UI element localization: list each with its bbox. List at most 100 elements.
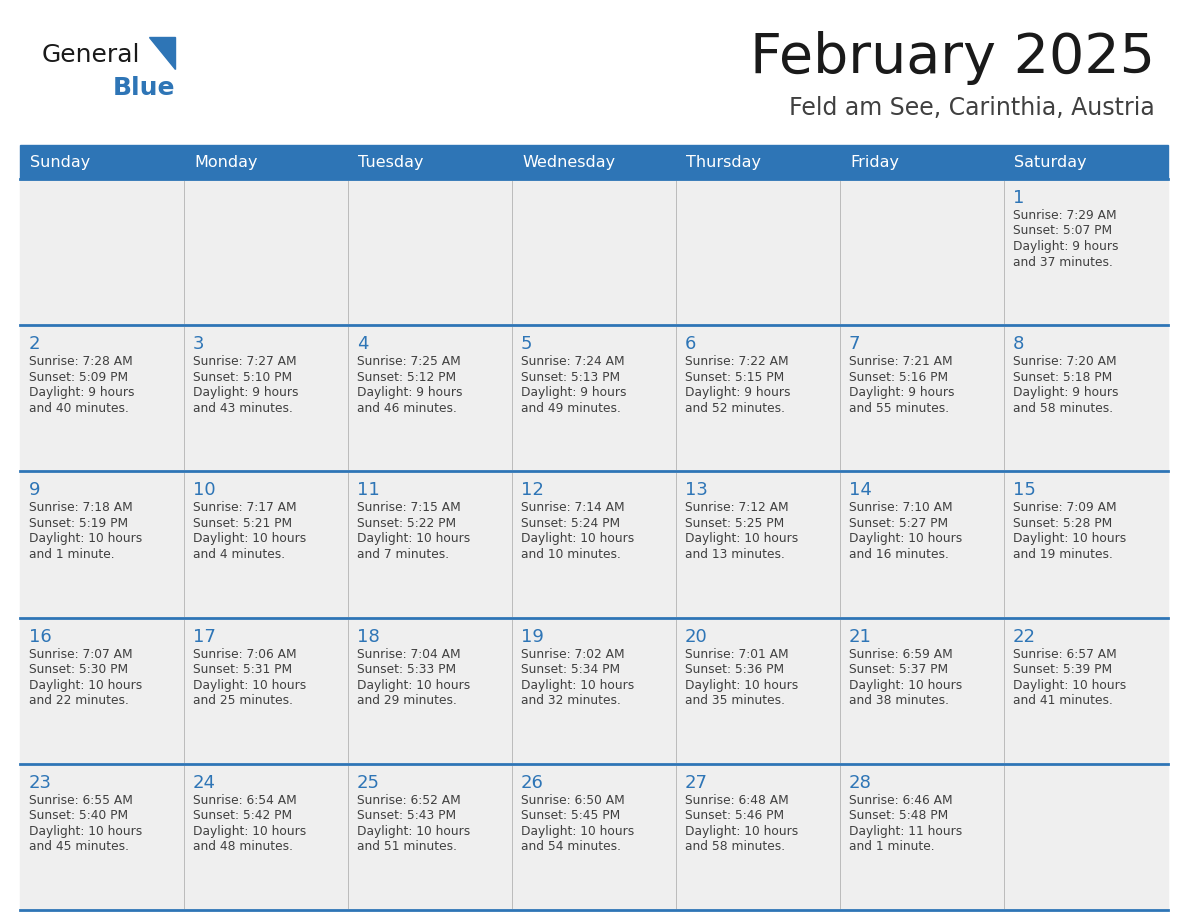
- Text: Daylight: 9 hours: Daylight: 9 hours: [192, 386, 298, 399]
- Text: 27: 27: [685, 774, 708, 792]
- Text: 10: 10: [192, 481, 216, 499]
- Text: Sunrise: 7:24 AM: Sunrise: 7:24 AM: [522, 355, 625, 368]
- Text: Sunrise: 7:18 AM: Sunrise: 7:18 AM: [29, 501, 133, 514]
- Text: Daylight: 10 hours: Daylight: 10 hours: [522, 532, 634, 545]
- Text: Daylight: 10 hours: Daylight: 10 hours: [358, 678, 470, 691]
- Text: and 32 minutes.: and 32 minutes.: [522, 694, 621, 707]
- Bar: [20, 764, 1168, 910]
- Text: Sunset: 5:18 PM: Sunset: 5:18 PM: [1013, 371, 1112, 384]
- Text: Sunset: 5:27 PM: Sunset: 5:27 PM: [849, 517, 948, 530]
- Text: Daylight: 9 hours: Daylight: 9 hours: [849, 386, 954, 399]
- Bar: [20, 179, 1168, 325]
- Text: and 4 minutes.: and 4 minutes.: [192, 548, 285, 561]
- Text: General: General: [42, 43, 140, 67]
- Text: Sunrise: 6:46 AM: Sunrise: 6:46 AM: [849, 794, 953, 807]
- Text: Sunset: 5:13 PM: Sunset: 5:13 PM: [522, 371, 620, 384]
- Text: Sunrise: 7:17 AM: Sunrise: 7:17 AM: [192, 501, 297, 514]
- Text: Sunrise: 7:15 AM: Sunrise: 7:15 AM: [358, 501, 461, 514]
- Text: Sunrise: 7:14 AM: Sunrise: 7:14 AM: [522, 501, 625, 514]
- Text: 22: 22: [1013, 628, 1036, 645]
- Text: 9: 9: [29, 481, 40, 499]
- Text: Tuesday: Tuesday: [358, 154, 423, 170]
- Text: Daylight: 10 hours: Daylight: 10 hours: [358, 824, 470, 838]
- Text: Daylight: 10 hours: Daylight: 10 hours: [522, 678, 634, 691]
- Text: and 13 minutes.: and 13 minutes.: [685, 548, 785, 561]
- Text: 28: 28: [849, 774, 872, 792]
- Text: and 29 minutes.: and 29 minutes.: [358, 694, 457, 707]
- Text: Sunrise: 7:02 AM: Sunrise: 7:02 AM: [522, 647, 625, 661]
- Text: Sunset: 5:34 PM: Sunset: 5:34 PM: [522, 663, 620, 676]
- Text: Daylight: 10 hours: Daylight: 10 hours: [849, 678, 962, 691]
- Text: Sunset: 5:19 PM: Sunset: 5:19 PM: [29, 517, 128, 530]
- Text: and 35 minutes.: and 35 minutes.: [685, 694, 785, 707]
- Text: Sunset: 5:43 PM: Sunset: 5:43 PM: [358, 810, 456, 823]
- Text: Sunset: 5:10 PM: Sunset: 5:10 PM: [192, 371, 292, 384]
- Text: Daylight: 10 hours: Daylight: 10 hours: [849, 532, 962, 545]
- Text: Daylight: 9 hours: Daylight: 9 hours: [1013, 240, 1118, 253]
- Text: Sunrise: 7:28 AM: Sunrise: 7:28 AM: [29, 355, 133, 368]
- Text: Sunset: 5:21 PM: Sunset: 5:21 PM: [192, 517, 292, 530]
- Text: and 51 minutes.: and 51 minutes.: [358, 840, 457, 854]
- Text: and 40 minutes.: and 40 minutes.: [29, 402, 128, 415]
- Text: February 2025: February 2025: [750, 31, 1155, 85]
- Text: and 58 minutes.: and 58 minutes.: [685, 840, 785, 854]
- Text: Feld am See, Carinthia, Austria: Feld am See, Carinthia, Austria: [789, 96, 1155, 120]
- Text: Daylight: 9 hours: Daylight: 9 hours: [685, 386, 790, 399]
- Text: and 49 minutes.: and 49 minutes.: [522, 402, 621, 415]
- Text: Sunset: 5:42 PM: Sunset: 5:42 PM: [192, 810, 292, 823]
- Bar: [20, 618, 1168, 764]
- Text: and 37 minutes.: and 37 minutes.: [1013, 255, 1113, 268]
- Text: Sunrise: 7:21 AM: Sunrise: 7:21 AM: [849, 355, 953, 368]
- Text: and 22 minutes.: and 22 minutes.: [29, 694, 128, 707]
- Text: Daylight: 10 hours: Daylight: 10 hours: [1013, 678, 1126, 691]
- Text: Daylight: 10 hours: Daylight: 10 hours: [192, 678, 307, 691]
- Text: Sunset: 5:16 PM: Sunset: 5:16 PM: [849, 371, 948, 384]
- Text: Sunset: 5:48 PM: Sunset: 5:48 PM: [849, 810, 948, 823]
- Text: Sunset: 5:15 PM: Sunset: 5:15 PM: [685, 371, 784, 384]
- Text: Daylight: 10 hours: Daylight: 10 hours: [192, 532, 307, 545]
- Text: Sunrise: 6:59 AM: Sunrise: 6:59 AM: [849, 647, 953, 661]
- Text: Friday: Friday: [849, 154, 899, 170]
- Text: Sunset: 5:22 PM: Sunset: 5:22 PM: [358, 517, 456, 530]
- Text: and 48 minutes.: and 48 minutes.: [192, 840, 293, 854]
- Text: and 7 minutes.: and 7 minutes.: [358, 548, 449, 561]
- Text: Sunrise: 7:20 AM: Sunrise: 7:20 AM: [1013, 355, 1117, 368]
- Text: Sunset: 5:33 PM: Sunset: 5:33 PM: [358, 663, 456, 676]
- Text: Monday: Monday: [194, 154, 258, 170]
- Text: 2: 2: [29, 335, 40, 353]
- Text: and 1 minute.: and 1 minute.: [29, 548, 114, 561]
- Text: 14: 14: [849, 481, 872, 499]
- Text: Daylight: 10 hours: Daylight: 10 hours: [685, 678, 798, 691]
- Text: and 55 minutes.: and 55 minutes.: [849, 402, 949, 415]
- Text: 17: 17: [192, 628, 216, 645]
- Text: Wednesday: Wednesday: [522, 154, 615, 170]
- Text: Daylight: 11 hours: Daylight: 11 hours: [849, 824, 962, 838]
- Text: Daylight: 10 hours: Daylight: 10 hours: [685, 824, 798, 838]
- Text: and 58 minutes.: and 58 minutes.: [1013, 402, 1113, 415]
- Text: and 25 minutes.: and 25 minutes.: [192, 694, 293, 707]
- Text: Daylight: 10 hours: Daylight: 10 hours: [192, 824, 307, 838]
- Text: Sunrise: 7:01 AM: Sunrise: 7:01 AM: [685, 647, 789, 661]
- Text: Daylight: 10 hours: Daylight: 10 hours: [29, 532, 143, 545]
- Text: Sunrise: 6:50 AM: Sunrise: 6:50 AM: [522, 794, 625, 807]
- Text: Sunset: 5:25 PM: Sunset: 5:25 PM: [685, 517, 784, 530]
- Bar: [20, 325, 1168, 472]
- Text: 16: 16: [29, 628, 52, 645]
- Text: Daylight: 9 hours: Daylight: 9 hours: [358, 386, 462, 399]
- Text: Sunset: 5:12 PM: Sunset: 5:12 PM: [358, 371, 456, 384]
- Text: Sunset: 5:07 PM: Sunset: 5:07 PM: [1013, 225, 1112, 238]
- Text: 4: 4: [358, 335, 368, 353]
- Text: 15: 15: [1013, 481, 1036, 499]
- Text: Sunset: 5:45 PM: Sunset: 5:45 PM: [522, 810, 620, 823]
- Text: and 16 minutes.: and 16 minutes.: [849, 548, 949, 561]
- Text: 21: 21: [849, 628, 872, 645]
- Text: 23: 23: [29, 774, 52, 792]
- Text: Saturday: Saturday: [1015, 154, 1087, 170]
- Text: Sunrise: 6:52 AM: Sunrise: 6:52 AM: [358, 794, 461, 807]
- Polygon shape: [148, 37, 175, 69]
- Text: Daylight: 10 hours: Daylight: 10 hours: [358, 532, 470, 545]
- Text: Sunset: 5:46 PM: Sunset: 5:46 PM: [685, 810, 784, 823]
- Text: Sunrise: 7:04 AM: Sunrise: 7:04 AM: [358, 647, 461, 661]
- Text: 24: 24: [192, 774, 216, 792]
- Text: 8: 8: [1013, 335, 1024, 353]
